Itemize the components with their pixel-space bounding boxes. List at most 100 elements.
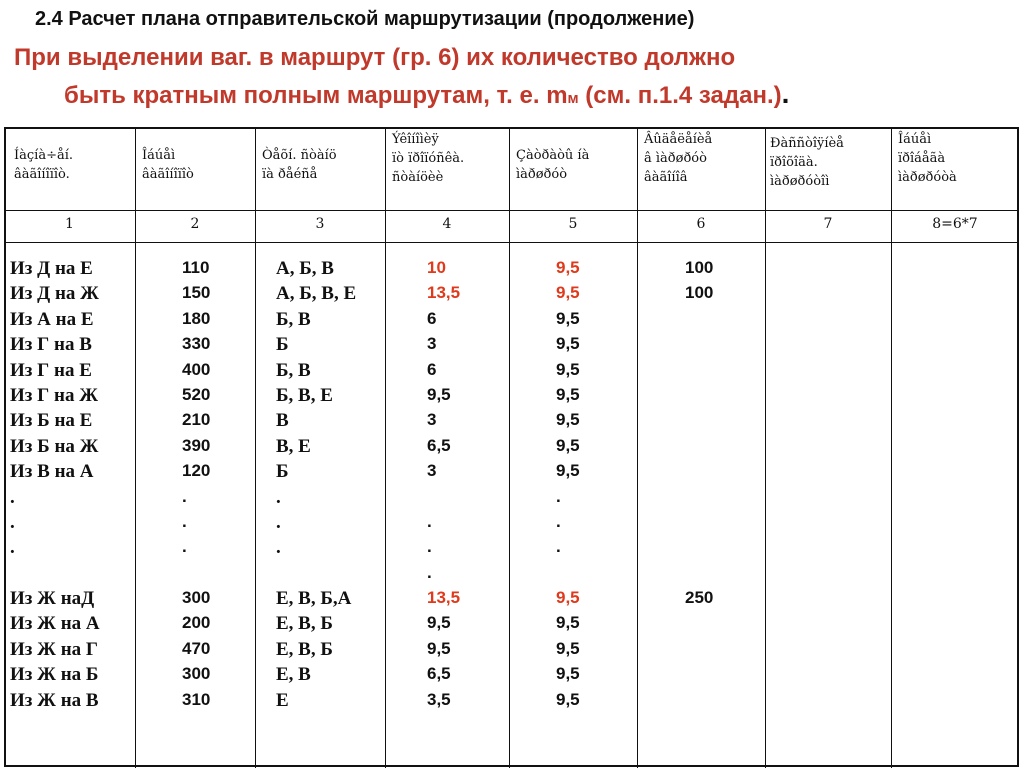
wagons-cell — [685, 461, 713, 486]
costs-cell: 9,5 — [556, 689, 580, 709]
savings-cell: . — [427, 511, 432, 531]
column-destination: Из Д на Е Из Д на Ж Из А на Е Из Г на В Из Г… — [10, 258, 100, 715]
savings-cell: 3,5 — [427, 689, 451, 709]
costs-cell: 9,5 — [556, 384, 580, 404]
tech-stations-cell: А, Б, В — [276, 258, 334, 279]
table-frame — [4, 127, 1019, 767]
tech-stations-cell: В — [276, 410, 289, 432]
wagons-cell — [685, 690, 713, 715]
header-divider — [4, 210, 1019, 211]
destination-cell: . — [10, 537, 15, 559]
volume-cell: . — [182, 537, 187, 557]
costs-cell — [556, 563, 580, 588]
col-number: 7 — [823, 216, 833, 232]
costs-cell: 9,5 — [556, 638, 580, 658]
col-number: 5 — [568, 216, 578, 232]
volume-cell: 310 — [182, 689, 211, 709]
destination-cell: Из Ж наД — [10, 588, 95, 610]
volume-cell: 390 — [182, 435, 211, 455]
subtitle-line-1: При выделении ваг. в маршрут (гр. 6) их … — [14, 44, 736, 71]
wagons-cell — [685, 385, 713, 410]
destination-cell: Из Ж на В — [10, 689, 99, 711]
column-volume: 110 150 180 330 400 520 210 390 120... 300 200 470 3… — [182, 258, 210, 715]
tech-stations-cell: Е, В, Б,А — [276, 588, 352, 610]
volume-cell — [182, 563, 210, 588]
destination-cell: Из Ж на Г — [10, 638, 98, 660]
tech-stations-cell: Е, В, Б — [276, 638, 333, 660]
costs-cell: 9,5 — [556, 461, 580, 481]
destination-cell: Из А на Е — [10, 308, 94, 330]
header-col-5: Çàòðàòû íà ìàðøðóò — [516, 148, 590, 182]
wagons-cell — [685, 563, 713, 588]
column-tech-stations: А, Б, В А, Б, В, Е Б, В Б Б, В Б, В, Е В В, Е Б… — [276, 258, 356, 715]
costs-cell: 9,5 — [556, 258, 580, 277]
destination-cell: Из Б на Е — [10, 410, 93, 432]
savings-cell: 13,5 — [427, 588, 461, 608]
savings-cell: 13,5 — [427, 283, 461, 303]
wagons-cell — [685, 613, 713, 638]
savings-cell: 9,5 — [427, 638, 451, 658]
col-number: 2 — [190, 216, 200, 232]
tech-stations-cell: . — [276, 486, 281, 508]
wagons-cell: 100 — [685, 258, 714, 277]
tech-stations-cell — [276, 563, 356, 588]
costs-cell: 9,5 — [556, 283, 580, 303]
wagons-cell: 250 — [685, 588, 714, 608]
volume-cell: 120 — [182, 461, 211, 481]
destination-cell: Из Д на Ж — [10, 283, 99, 305]
destination-cell: Из Г на Ж — [10, 384, 98, 406]
tech-stations-cell: Б, В, Е — [276, 384, 333, 406]
savings-cell: 10 — [427, 258, 446, 277]
volume-cell: 400 — [182, 359, 211, 379]
header-col-6: Âûäåëåíèå â ìàðøðóò âàãîíîâ — [644, 132, 713, 185]
column-wagons: 100 100 250 — [685, 258, 713, 715]
savings-cell: 6 — [427, 359, 437, 379]
wagons-cell — [685, 639, 713, 664]
destination-cell: . — [10, 486, 15, 508]
volume-cell: 520 — [182, 384, 211, 404]
wagons-cell — [685, 334, 713, 359]
tech-stations-cell: . — [276, 511, 281, 533]
volume-cell: . — [182, 511, 187, 531]
tech-stations-cell: Б, В — [276, 359, 311, 381]
subtitle-line-2-tail: (см. п.1.4 задан.) — [578, 82, 782, 109]
costs-cell: 9,5 — [556, 613, 580, 633]
volume-cell: 300 — [182, 664, 211, 684]
destination-cell: Из Ж на Б — [10, 664, 99, 686]
volume-cell: 180 — [182, 308, 211, 328]
wagons-cell — [685, 537, 713, 562]
subtitle-end-dot: . — [781, 78, 790, 109]
column-costs: 9,5 9,5 9,5 9,5 9,5 9,5 9,5 9,5 9,5... 9,5 9,5 9,5 9… — [556, 258, 580, 715]
header-col-1: Íàçíà÷åí. âàãîíîïîò. — [14, 148, 74, 182]
col-number: 6 — [696, 216, 706, 232]
tech-stations-cell: Б — [276, 334, 289, 356]
tech-stations-cell: Е, В — [276, 664, 311, 686]
savings-cell: 6,5 — [427, 664, 451, 684]
savings-cell: 3 — [427, 410, 437, 430]
volume-cell: 330 — [182, 334, 211, 354]
costs-cell: 9,5 — [556, 435, 580, 455]
savings-cell: . — [427, 562, 432, 582]
costs-cell: 9,5 — [556, 664, 580, 684]
col-number: 1 — [65, 216, 74, 232]
header-col-4: Ýêîíîìèÿ ïò ïðîïóñêà. ñòàíöèè — [392, 132, 465, 185]
tech-stations-cell: Б, В — [276, 308, 311, 330]
subtitle-line-2-text: быть кратным полным маршрутам, т. е. m — [64, 82, 568, 109]
column-divider — [509, 127, 510, 768]
column-divider — [765, 127, 766, 768]
wagons-cell — [685, 360, 713, 385]
column-divider — [385, 127, 386, 768]
column-divider — [637, 127, 638, 768]
column-divider — [135, 127, 136, 768]
column-divider — [891, 127, 892, 768]
wagons-cell — [685, 436, 713, 461]
wagons-cell — [685, 664, 713, 689]
savings-cell: 3 — [427, 461, 437, 481]
costs-cell: 9,5 — [556, 410, 580, 430]
destination-cell: Из Б на Ж — [10, 435, 99, 457]
volume-cell: 150 — [182, 283, 211, 303]
costs-cell: 9,5 — [556, 308, 580, 328]
costs-cell: 9,5 — [556, 588, 580, 608]
tech-stations-cell: Б — [276, 461, 289, 483]
savings-cell — [427, 487, 460, 512]
